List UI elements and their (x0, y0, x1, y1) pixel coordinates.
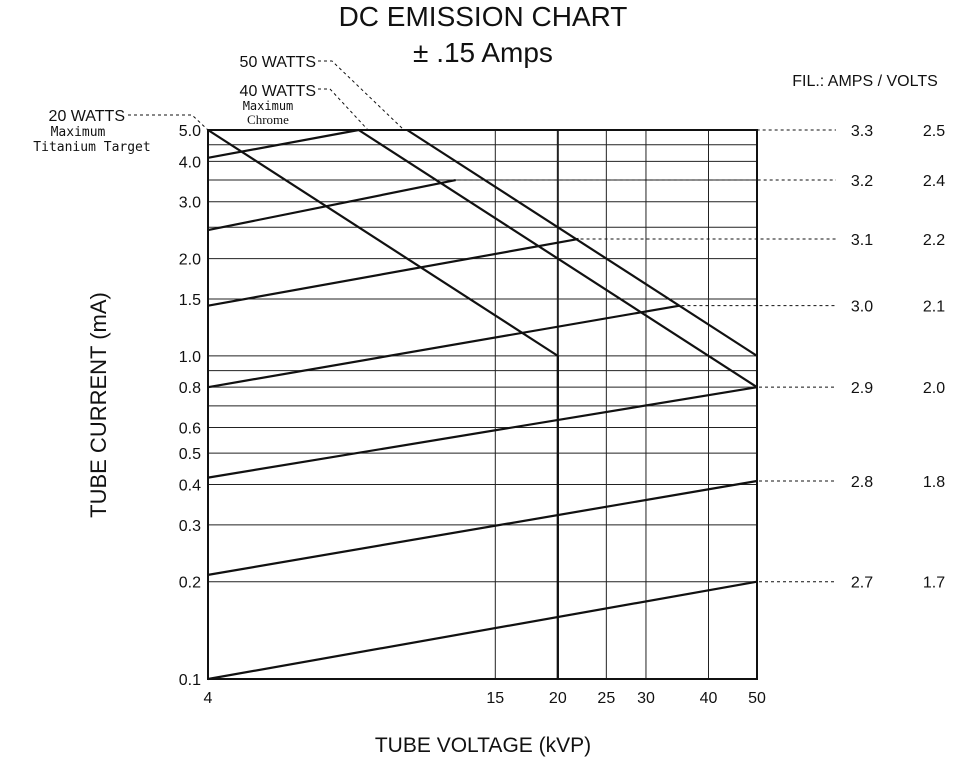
x-tick-label: 40 (700, 690, 718, 707)
chart-subtitle: ± .15 Amps (413, 37, 553, 68)
filament-amps-label: 3.0 (851, 299, 873, 316)
y-tick-label: 0.5 (179, 446, 201, 463)
x-axis-label: TUBE VOLTAGE (kVP) (375, 734, 591, 757)
chart-title: DC EMISSION CHART (339, 1, 628, 32)
watt-label-50: 50 WATTS (240, 54, 316, 71)
filament-line (207, 580, 758, 681)
x-tick-label: 15 (486, 690, 504, 707)
x-tick-label: 4 (204, 690, 213, 707)
filament-lines (207, 128, 758, 681)
y-tick-label: 0.1 (179, 672, 201, 689)
filament-line (207, 128, 359, 159)
filament-amps-label: 3.3 (851, 123, 873, 140)
filament-volts-label: 1.7 (923, 575, 945, 592)
filament-volts-label: 2.2 (923, 232, 945, 249)
x-tick-label: 30 (637, 690, 655, 707)
watt-note: Maximum (51, 125, 106, 140)
watt-label-40: 40 WATTS (240, 83, 316, 100)
filament-amps-label: 3.1 (851, 232, 873, 249)
filament-amps-label: 3.2 (851, 173, 873, 190)
x-tick-label: 25 (597, 690, 615, 707)
y-tick-label: 1.5 (179, 292, 201, 309)
y-tick-label: 0.8 (179, 380, 201, 397)
filament-volts-label: 2.5 (923, 123, 945, 140)
filament-volts-label: 2.4 (923, 173, 945, 190)
filament-amps-label: 2.9 (851, 380, 873, 397)
watt-note: Chrome (247, 112, 289, 127)
wattage-lines (207, 129, 758, 679)
y-tick-label: 2.0 (179, 252, 201, 269)
filament-labels: 2.7 1.7 2.8 1.8 2.9 2.0 3.0 2.1 3.1 2.2 3.2 2.4 3.3 2… (851, 123, 945, 592)
watt-note: Titanium Target (33, 140, 150, 155)
watt-leader-20 (128, 114, 209, 131)
y-tick-label: 0.6 (179, 421, 201, 438)
y-tick-label: 0.3 (179, 518, 201, 535)
watt-line (207, 129, 559, 357)
y-tick-labels: 0.1 0.2 0.3 0.4 0.5 0.6 0.8 1.0 1.5 2.0 3.0 4.0 5.0 (179, 123, 201, 689)
filament-line (207, 237, 579, 307)
y-tick-label: 5.0 (179, 123, 201, 140)
filament-volts-label: 2.0 (923, 380, 945, 397)
filament-volts-label: 1.8 (923, 474, 945, 491)
y-tick-label: 1.0 (179, 349, 201, 366)
leader-lines (128, 60, 836, 583)
filament-line (207, 178, 456, 232)
y-axis-label: TUBE CURRENT (mA) (86, 292, 111, 518)
watt-note: Maximum (243, 99, 294, 113)
filament-amps-label: 2.7 (851, 575, 873, 592)
filament-header: FIL.: AMPS / VOLTS (792, 73, 938, 90)
watt-line (358, 129, 758, 389)
x-tick-label: 20 (549, 690, 567, 707)
y-tick-label: 0.2 (179, 575, 201, 592)
y-tick-label: 0.4 (179, 477, 201, 494)
filament-line (207, 479, 758, 576)
watt-leader-50 (318, 60, 405, 131)
watt-line (406, 129, 758, 357)
filament-volts-label: 2.1 (923, 299, 945, 316)
watt-label-20: 20 WATTS (49, 108, 125, 125)
y-tick-label: 4.0 (179, 154, 201, 171)
x-tick-label: 50 (748, 690, 766, 707)
watt-leader-40 (318, 88, 369, 131)
filament-line (207, 304, 680, 389)
filament-line (207, 386, 758, 479)
filament-amps-label: 2.8 (851, 474, 873, 491)
y-tick-label: 3.0 (179, 195, 201, 212)
x-tick-labels: 4 15 20 25 30 40 50 (204, 690, 766, 707)
